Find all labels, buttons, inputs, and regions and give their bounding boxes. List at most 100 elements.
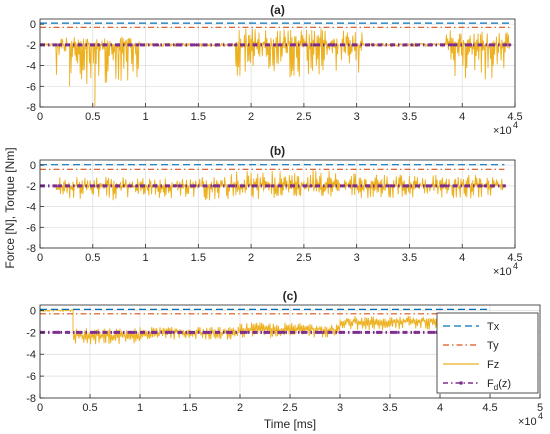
subplot-c-title: (c) [283,289,298,303]
x-tick-label: 3.5 [402,252,417,264]
series-fd-marker [449,43,452,46]
series-fd-marker [338,331,341,334]
x-tick-label: 0 [37,402,43,414]
series-fd-marker [193,184,196,187]
x-axis-multiplier: ×10 [493,125,512,137]
series-fd-marker [430,43,433,46]
plot-area [40,160,515,248]
series-fd-marker [213,184,216,187]
series-fd-marker [117,43,120,46]
x-tick-label: 4.5 [482,402,497,414]
series-fd-marker [301,331,304,334]
x-tick-label: 3.5 [402,111,417,123]
series-fd-marker [135,184,138,187]
series-fd-marker [309,184,312,187]
series-fd-marker [96,184,99,187]
series-fd-marker [207,331,210,334]
series-fd-marker [263,331,266,334]
y-tick-label: -8 [26,102,36,114]
x-tick-label: 0.5 [85,111,100,123]
series-fd-marker [273,43,276,46]
series-fd-marker [58,43,61,46]
series-fd-marker [352,43,355,46]
x-tick-label: 1.5 [191,111,206,123]
series-fd-marker [188,331,191,334]
y-tick-label: -4 [26,202,36,214]
series-fd-marker [503,184,506,187]
series-fd-marker [391,43,394,46]
series-fd-marker [413,331,416,334]
x-tick-label: 0.5 [82,402,97,414]
subplot-b-title: (b) [270,144,285,158]
y-tick-label: 0 [30,160,36,172]
series-fd-marker [508,43,511,46]
x-tick-label: 0.5 [85,252,100,264]
y-tick-label: -8 [26,243,36,255]
x-tick-label: 3 [337,402,343,414]
y-tick-label: -6 [26,371,36,383]
x-tick-label: 2.5 [296,111,311,123]
series-fd-marker [290,184,293,187]
series-fd-marker [406,184,409,187]
legend-swatch-marker [459,381,463,385]
series-fd-marker [77,184,80,187]
x-tick-label: 3 [354,111,360,123]
y-tick-label: 0 [30,305,36,317]
x-tick-label: 1 [142,252,148,264]
series-fd-marker [195,43,198,46]
series-fd-marker [232,184,235,187]
series-fd-marker [432,331,435,334]
series-fd-marker [410,43,413,46]
legend-label-tx: Tx [487,321,500,333]
series-fd-marker [97,43,100,46]
x-tick-label: 1 [142,111,148,123]
x-tick-label: 3 [354,252,360,264]
series-fd-marker [293,43,296,46]
x-tick-label: 0 [37,252,43,264]
series-fd-marker [367,184,370,187]
subplot-a-title: (a) [270,3,285,17]
series-fd-marker [245,331,248,334]
x-axis-label: Time [ms] [264,417,316,431]
series-fd-marker [312,43,315,46]
x-tick-label: 4 [459,252,465,264]
series-fd-marker [483,184,486,187]
subplot-a: (a) 0 0.5 1 1.5 2 2.5 3 3.5 4 4.5-8-6-4-20×10 4 [26,3,522,137]
series-fd-marker [175,43,178,46]
y-tick-label: -8 [26,393,36,405]
series-fd-marker [155,184,158,187]
series-fd-marker [116,184,119,187]
x-tick-label: 3.5 [382,402,397,414]
series-fd-marker [251,184,254,187]
x-tick-label: 2 [248,252,254,264]
y-tick-label: -4 [26,349,36,361]
x-axis-multiplier-exponent: 4 [513,120,518,130]
series-fd-marker [329,184,332,187]
subplot-b: (b) 0 0.5 1 1.5 2 2.5 3 3.5 4 4.5-8-6-4-20×10 4 [26,144,522,278]
series-fd-marker [371,43,374,46]
legend-label-ty: Ty [487,340,499,352]
series-fd-marker [58,184,61,187]
y-tick-label: 0 [30,19,36,31]
series-fd-marker [226,331,229,334]
series-fd-marker [387,184,390,187]
x-axis-multiplier: ×10 [493,266,512,278]
series-fd-marker [376,331,379,334]
x-tick-label: 2 [237,402,243,414]
x-axis-multiplier-exponent: 4 [513,261,518,271]
legend-label-fdz: Fd(z) [487,378,511,392]
series-fd-marker [395,331,398,334]
series-fd-marker [156,43,159,46]
series-fd-marker [136,43,139,46]
y-tick-label: -2 [26,327,36,339]
series-fd-marker [234,43,237,46]
x-axis-multiplier: ×10 [518,416,537,428]
y-tick-label: -6 [26,222,36,234]
series-fd-marker [215,43,218,46]
series-fd-marker [271,184,274,187]
x-tick-label: 2.5 [282,402,297,414]
series-fd-marker [425,184,428,187]
x-tick-label: 1.5 [191,252,206,264]
x-tick-label: 2 [248,111,254,123]
